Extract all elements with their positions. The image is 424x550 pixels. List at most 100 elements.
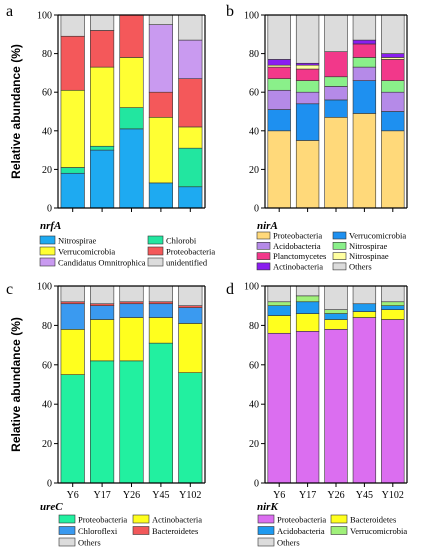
legend-label: Verrucomicrobia xyxy=(350,526,407,536)
panel-letter: d xyxy=(226,281,234,298)
x-tick-label: Y26 xyxy=(123,490,140,501)
legend: Proteobacteria Actinobacteria Chloroflexi B… xyxy=(58,515,202,548)
legend-label: unidentified xyxy=(166,258,208,268)
legend-label: Chloroflexi xyxy=(78,526,118,536)
y-tick-label: 60 xyxy=(249,88,259,99)
bar-segment-y45-unidentified xyxy=(148,14,173,25)
bar-segment-y6-others xyxy=(60,285,85,303)
bar-segment-y17-nitrospinae xyxy=(295,64,320,70)
y-tick-label: 40 xyxy=(42,126,52,137)
bar-segment-y45-proteobacteria xyxy=(352,317,377,484)
bar-segment-y6-bacteroidetes xyxy=(267,315,291,334)
x-tick-label: Y102 xyxy=(179,490,201,501)
y-tick-label: 40 xyxy=(249,126,259,137)
legend-label: Bacteroidetes xyxy=(350,515,396,525)
legend-label: Acidobacteria xyxy=(277,526,325,536)
bar-segment-y102-nitrospirae xyxy=(178,186,203,209)
x-tick-label: Y45 xyxy=(356,490,373,501)
legend-label: Others xyxy=(78,538,101,548)
legend-swatch xyxy=(330,526,348,535)
bar-segment-y102-proteobacteria xyxy=(381,319,405,484)
legend-label: Nitrospinae xyxy=(349,251,389,261)
bar-segment-y17-planctomycetes xyxy=(295,68,320,81)
gene-label: nirK xyxy=(257,501,278,513)
bars xyxy=(267,285,405,484)
bar-segment-y102-bacteroidetes xyxy=(381,309,405,320)
bar-segment-y102-planctomycetes xyxy=(381,59,405,81)
bar-segment-y17-acidobacteria xyxy=(295,91,320,105)
bar-segment-y26-others xyxy=(324,14,348,52)
bar-segment-y6-proteobacteria xyxy=(60,35,85,91)
legend: Proteobacteria Verrucomicrobia Acidobacter… xyxy=(256,231,406,271)
bar-segment-y6-proteobacteria xyxy=(267,130,291,209)
legend-swatch xyxy=(39,246,56,256)
bar-segment-y102-actinobacteria xyxy=(178,323,203,373)
bar-segment-y45-nitrospirae xyxy=(148,182,173,209)
legend-label: Acidobacteria xyxy=(273,241,321,251)
panel-letter: a xyxy=(6,3,13,20)
bar-segment-y6-chlorobi xyxy=(60,167,85,174)
y-tick-label: 80 xyxy=(42,49,52,60)
legend-label: Verrucomicrobia xyxy=(58,247,115,257)
bar-segment-y6-unidentified xyxy=(60,14,85,37)
bar-segment-y6-chloroflexi xyxy=(60,303,85,330)
bars xyxy=(267,14,405,209)
bar-segment-y102-verrucomicrobia xyxy=(178,126,203,149)
bar-segment-y102-actinobacteria xyxy=(381,53,405,58)
x-tick-label: Y17 xyxy=(93,490,110,501)
bar-segment-y102-chloroflexi xyxy=(178,307,203,324)
bar-segment-y102-others xyxy=(381,285,405,303)
bar-segment-y45-verrucomicrobia xyxy=(352,80,377,114)
bar-segment-y45-others xyxy=(148,285,173,303)
bar-segment-y45-proteobacteria xyxy=(148,91,173,118)
y-tick-label: 60 xyxy=(42,88,52,99)
y-tick-label: 20 xyxy=(249,439,259,450)
legend-swatch xyxy=(58,537,76,547)
y-axis-label: Relative abundance (%) xyxy=(9,44,23,179)
bar-segment-y6-proteobacteria xyxy=(60,374,85,484)
y-tick-label: 80 xyxy=(249,49,259,60)
bar-segment-y26-verrucomicrobia xyxy=(324,309,348,314)
bar-segment-y45-bacteroidetes xyxy=(352,311,377,318)
bar-segment-y6-planctomycetes xyxy=(267,66,291,79)
legend-swatch xyxy=(58,526,76,535)
x-tick-label: Y45 xyxy=(152,490,169,501)
bar-segment-y102-proteobacteria xyxy=(178,372,203,484)
legend-swatch xyxy=(257,526,275,535)
bar-segment-y45-others xyxy=(352,285,377,305)
y-tick-label: 40 xyxy=(249,400,259,411)
bar-segment-y102-others xyxy=(381,14,405,54)
bar-segment-y26-proteobacteria xyxy=(324,329,348,484)
bar-segment-y17-nitrospirae xyxy=(90,149,115,209)
gene-label: nirA xyxy=(257,220,278,232)
bar-segment-y6-verrucomicrobia xyxy=(267,109,291,132)
y-tick-label: 0 xyxy=(47,204,52,215)
y-tick-label: 60 xyxy=(249,360,259,371)
bar-segment-y102-others xyxy=(178,285,203,307)
legend-swatch xyxy=(39,235,56,245)
legend-label: Verrucomicrobia xyxy=(349,231,406,241)
bar-segment-y45-chloroflexi xyxy=(148,303,173,318)
legend-swatch xyxy=(332,242,347,250)
bar-segment-y102-nitrospirae xyxy=(381,80,405,93)
bar-segment-y26-proteobacteria xyxy=(119,360,144,484)
bar-segment-y26-nitrospirae xyxy=(119,128,144,209)
bar-segment-y102-verrucomicrobia xyxy=(381,111,405,132)
bar-segment-y6-actinobacteria xyxy=(267,59,291,66)
y-tick-label: 20 xyxy=(42,165,52,176)
bar-segment-y102-verrucomicrobia xyxy=(381,301,405,307)
y-tick-label: 100 xyxy=(244,282,259,293)
bar-segment-y26-proteobacteria xyxy=(119,14,144,58)
legend-label: Planctomycetes xyxy=(273,251,326,261)
legend-swatch xyxy=(256,252,271,260)
bar-segment-y26-verrucomicrobia xyxy=(119,57,144,108)
legend-label: Nitrospirae xyxy=(349,241,387,251)
bar-segment-y102-acidobacteria xyxy=(381,91,405,112)
legend-label: Nitrospirae xyxy=(58,236,96,246)
legend-label: Actinobacteria xyxy=(273,261,323,271)
x-tick-label: Y6 xyxy=(273,490,285,501)
bar-segment-y26-actinobacteria xyxy=(119,317,144,362)
panel-a: a 0 20 40 60 80 100 Relative abundance (%) nrfA N… xyxy=(6,3,215,268)
gene-label: ureC xyxy=(40,501,63,513)
